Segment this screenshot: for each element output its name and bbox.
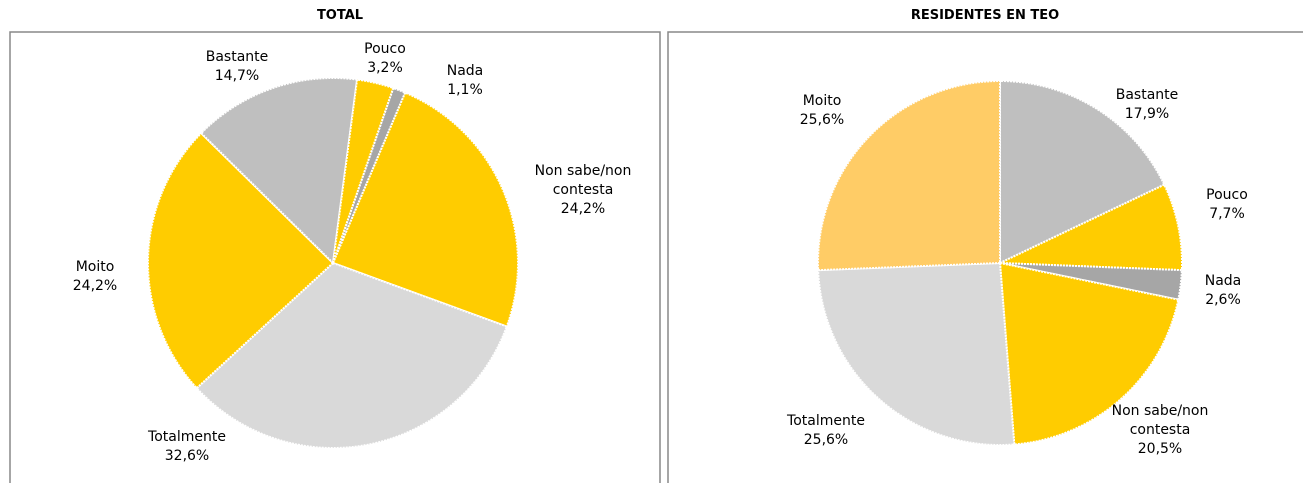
pie-slice — [999, 79, 1166, 265]
slice-label: Moito 25,6% — [782, 92, 862, 130]
value-label: 2,6% — [1205, 292, 1241, 308]
pie-slice — [999, 183, 1183, 272]
pie-slice — [147, 131, 335, 390]
value-label: 24,2% — [560, 201, 606, 217]
slice-label: Non sabe/non contesta 24,2% — [518, 162, 648, 219]
pie-slice — [195, 261, 509, 449]
pie-slice — [199, 77, 359, 266]
category-label: Nada — [1204, 273, 1242, 289]
category-label: Non sabe/non contesta — [1111, 403, 1209, 438]
slice-label: Bastante 14,7% — [192, 48, 282, 86]
value-label: 25,6% — [799, 112, 845, 128]
slice-label: Bastante 17,9% — [1102, 86, 1192, 124]
pie-slice — [998, 261, 1180, 446]
category-label: Totalmente — [148, 429, 226, 445]
value-label: 20,5% — [1137, 441, 1183, 457]
category-label: Bastante — [205, 49, 269, 65]
category-label: Moito — [802, 93, 842, 109]
slice-label: Moito 24,2% — [55, 258, 135, 296]
value-label: 3,2% — [367, 60, 403, 76]
value-label: 17,9% — [1124, 106, 1170, 122]
category-label: Pouco — [364, 41, 406, 57]
chart-title: RESIDENTES EN TEO — [910, 8, 1060, 23]
slice-label: Totalmente 32,6% — [132, 428, 242, 466]
value-label: 32,6% — [164, 448, 210, 464]
category-label: Pouco — [1206, 187, 1248, 203]
pie-slice — [817, 79, 1001, 272]
category-label: Bastante — [1115, 87, 1179, 103]
category-label: Totalmente — [787, 413, 865, 429]
chart-title: TOTAL — [316, 8, 364, 23]
category-label: Moito — [75, 259, 115, 275]
slice-label: Pouco 7,7% — [1192, 186, 1262, 224]
value-label: 1,1% — [447, 82, 483, 98]
value-label: 24,2% — [72, 278, 118, 294]
slice-label: Totalmente 25,6% — [771, 412, 881, 450]
pie-slice — [332, 78, 395, 264]
pie-slice — [817, 261, 1016, 446]
category-label: Non sabe/non contesta — [534, 163, 632, 198]
slice-label: Non sabe/non contesta 20,5% — [1095, 402, 1225, 459]
slice-label: Nada 2,6% — [1188, 272, 1258, 310]
slice-label: Pouco 3,2% — [350, 40, 420, 78]
category-label: Nada — [446, 63, 484, 79]
pie-slice — [331, 91, 519, 328]
slice-label: Nada 1,1% — [425, 62, 505, 100]
value-label: 7,7% — [1209, 206, 1245, 222]
value-label: 14,7% — [214, 68, 260, 84]
value-label: 25,6% — [803, 432, 849, 448]
